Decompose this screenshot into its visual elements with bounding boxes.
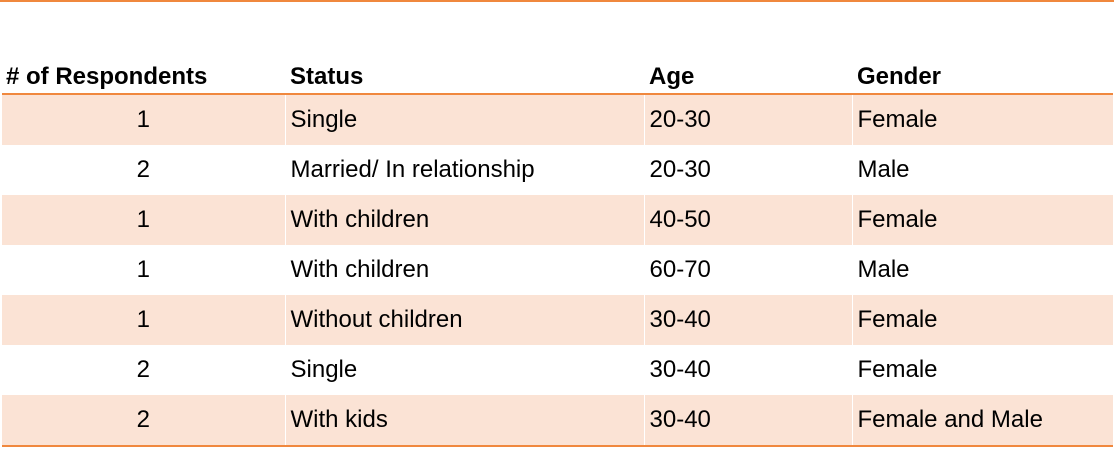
cell-gender: Female [851,94,1113,145]
table-row: 1 With children 40-50 Female [2,195,1113,245]
top-divider [0,0,1114,2]
respondents-table: # of Respondents Status Age Gender 1 Sin… [2,55,1113,447]
cell-respondents: 1 [2,195,285,245]
table-row: 2 Married/ In relationship 20-30 Male [2,145,1113,195]
cell-respondents: 1 [2,295,285,345]
respondents-table-container: # of Respondents Status Age Gender 1 Sin… [2,55,1113,447]
cell-respondents: 1 [136,256,150,283]
header-gender: Gender [852,55,1113,95]
cell-status: Married/ In relationship [284,145,644,195]
cell-status: With children [284,245,644,295]
cell-gender: Male [851,245,1113,295]
table-row: 2 With kids 30-40 Female and Male [2,395,1113,447]
cell-age: 40-50 [643,195,852,245]
cell-status: Without children [284,295,644,345]
cell-age: 30-40 [643,395,852,447]
table-header-row: # of Respondents Status Age Gender [2,55,1113,95]
cell-respondents: 1 [2,94,285,145]
cell-age: 20-30 [643,145,852,195]
cell-age: 30-40 [643,295,852,345]
header-age: Age [644,55,852,95]
cell-status: With children [284,195,644,245]
cell-status: Single [284,345,644,395]
header-respondents: # of Respondents [2,55,285,95]
cell-age: 30-40 [643,345,852,395]
cell-gender: Female and Male [851,395,1113,447]
table-row: 1 With children 60-70 Male [2,245,1113,295]
cell-age: 20-30 [643,94,852,145]
cell-gender: Female [851,195,1113,245]
table-row: 1 Without children 30-40 Female [2,295,1113,345]
header-status: Status [285,55,644,95]
cell-respondents: 2 [2,395,285,447]
table-row: 2 Single 30-40 Female [2,345,1113,395]
cell-gender: Female [851,295,1113,345]
cell-status: With kids [284,395,644,447]
cell-respondents: 2 [136,156,150,183]
cell-respondents: 2 [136,356,150,383]
cell-gender: Male [851,145,1113,195]
table-row: 1 Single 20-30 Female [2,94,1113,145]
cell-age: 60-70 [643,245,852,295]
cell-gender: Female [851,345,1113,395]
cell-status: Single [284,94,644,145]
